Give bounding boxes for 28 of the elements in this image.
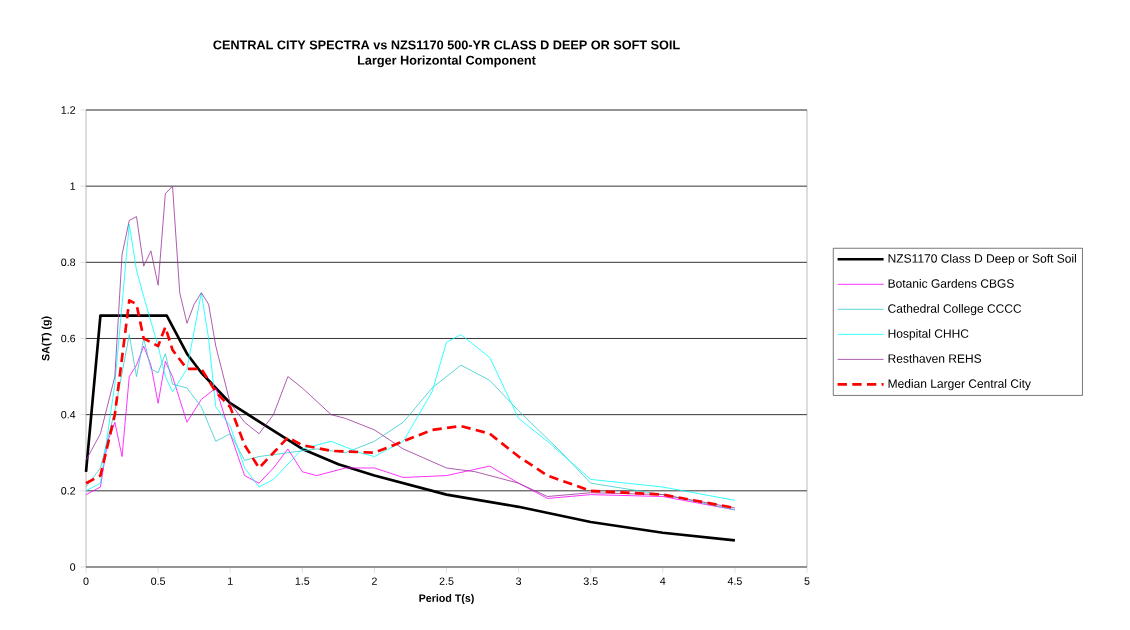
chart-title: CENTRAL CITY SPECTRA vs NZS1170 500-YR CLASS D DEEP OR SOFT SOIL [213, 40, 680, 50]
x-tick-label: 3.5 [583, 577, 598, 585]
y-tick-label: 0 [70, 563, 76, 571]
x-axis-title: Period T(s) [419, 594, 474, 605]
y-tick-label: 1 [70, 182, 76, 190]
x-tick-label: 3 [516, 577, 522, 585]
x-tick-label: 1 [228, 577, 233, 585]
y-axis-title: SA(T) (g) [41, 316, 52, 361]
chart-subtitle: Larger Horizontal Component [357, 55, 536, 68]
legend-label: Resthaven REHS [888, 354, 982, 363]
y-tick-label: 0.2 [61, 487, 76, 495]
legend-label: Hospital CHHC [888, 329, 969, 341]
x-tick-label: 2.5 [439, 577, 454, 585]
y-tick-label: 0.4 [61, 410, 76, 419]
legend-label: Cathedral College CCCC [888, 303, 1022, 316]
x-tick-label: 5 [804, 577, 810, 585]
x-tick-label: 0.5 [151, 577, 166, 585]
x-tick-label: 4.5 [727, 577, 742, 585]
x-tick-label: 1.5 [295, 577, 310, 585]
legend-label: NZS1170 Class D Deep or Soft Soil [888, 253, 1076, 266]
legend-label: Median Larger Central City [888, 379, 1031, 391]
x-tick-label: 2 [371, 577, 377, 585]
y-tick-label: 0.6 [61, 334, 76, 343]
y-tick-label: 1.2 [61, 106, 76, 114]
x-tick-label: 4 [660, 577, 666, 585]
x-tick-label: 0 [83, 577, 89, 585]
y-tick-label: 0.8 [61, 258, 76, 267]
legend-label: Botanic Gardens CBGS [888, 278, 1014, 288]
